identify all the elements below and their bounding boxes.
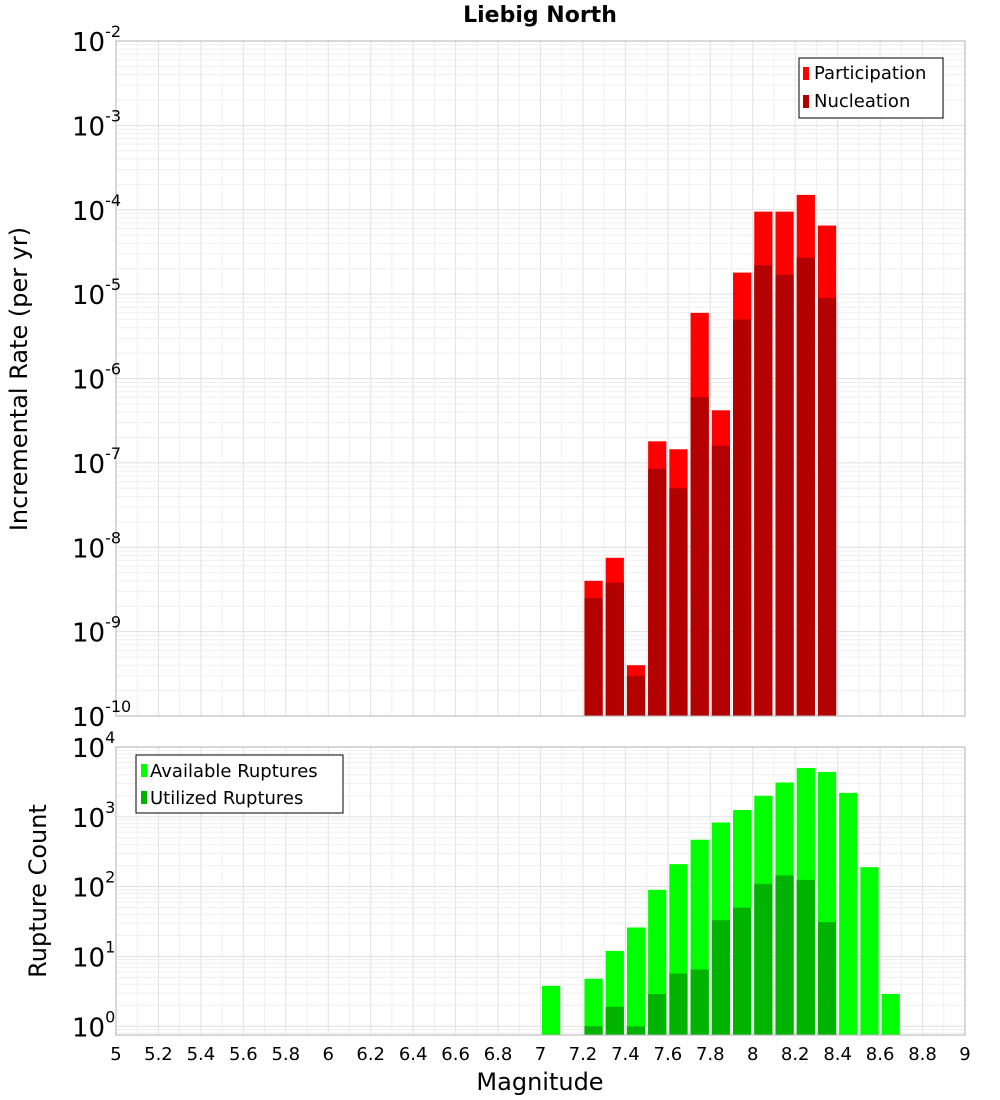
x-tick-label: 6 [323,1044,334,1065]
rate-legend-box [798,57,944,119]
rate-bar-nucleation [669,488,688,716]
x-tick-label: 9 [959,1044,970,1065]
rate-y-tick-label: 10-10 [72,697,131,733]
x-tick-label: 7.4 [611,1044,640,1065]
x-tick-label: 7.2 [569,1044,598,1065]
count-plot-frame [115,746,966,1036]
rate-bars [584,194,837,716]
rate-bar-nucleation [733,319,752,716]
x-tick-label: 7 [535,1044,546,1065]
nucleation-legend-swatch [803,95,809,108]
count-bar-available-ruptures [860,867,879,1035]
count-y-axis-label: Rupture Count [24,804,52,978]
x-tick-label: 6.8 [484,1044,513,1065]
rate-bar-nucleation [690,397,709,716]
count-legend: Available Ruptures Utilized Ruptures [135,754,344,814]
rate-bar-nucleation [605,582,624,716]
count-bar-utilized-ruptures [711,920,731,1035]
count-y-tick-label: 101 [72,937,115,973]
rate-plot-frame [115,40,966,717]
rate-y-axis-label: Incremental Rate (per yr) [5,227,33,531]
count-bar-utilized-ruptures [626,1026,646,1035]
count-y-tick-label: 102 [72,868,115,904]
rate-y-tick-label: 10-9 [72,613,121,649]
rate-y-tick-label: 10-5 [72,275,121,311]
rate-y-tick-label: 10-4 [72,191,121,227]
count-y-tick-labels: 100 101 102 103 104 [72,728,115,1043]
count-bar-utilized-ruptures [775,875,794,1035]
count-bar-utilized-ruptures [648,993,667,1035]
x-tick-label: 8.2 [781,1044,810,1065]
available-legend-swatch [141,764,147,777]
count-y-tick-label: 104 [72,728,115,764]
participation-legend-label: Participation [814,63,926,84]
rate-legend: Participation Nucleation [798,57,944,119]
x-tick-label: 5.2 [144,1044,173,1065]
count-legend-box [135,754,344,814]
x-tick-label: 5 [110,1044,121,1065]
count-y-tick-label: 100 [72,1007,115,1043]
rate-bar-nucleation [648,468,667,716]
rate-bar-nucleation [754,265,773,716]
count-panel: 100 101 102 103 104 5 5.2 5.4 5.6 5.8 6 6.2 6.4 6.6 6… [24,728,971,1096]
count-bar-utilized-ruptures [796,879,815,1035]
participation-legend-swatch [803,67,809,80]
count-bar-available-ruptures [542,985,561,1035]
rate-bar-nucleation [796,257,815,716]
x-tick-label: 5.6 [229,1044,258,1065]
x-tick-label: 7.8 [696,1044,725,1065]
rate-bar-nucleation [775,274,794,716]
x-tick-label: 8.4 [823,1044,852,1065]
x-tick-label: 8.6 [866,1044,895,1065]
utilized-legend-label: Utilized Ruptures [150,788,303,809]
rate-bar-nucleation [626,675,646,716]
count-bar-available-ruptures [584,978,603,1035]
count-bar-utilized-ruptures [584,1026,603,1035]
rate-bar-nucleation [711,445,731,716]
count-bar-available-ruptures [626,927,646,1035]
utilized-legend-swatch [141,791,147,804]
rate-y-tick-label: 10-3 [72,106,121,142]
count-bar-available-ruptures [881,993,900,1035]
count-bar-utilized-ruptures [817,922,837,1035]
count-x-tick-labels: 5 5.2 5.4 5.6 5.8 6 6.2 6.4 6.6 6.8 7 7.2 7.4 7.6 7.8 8… [110,1044,970,1065]
count-bar-utilized-ruptures [605,1006,624,1035]
x-axis-label: Magnitude [476,1068,603,1096]
x-tick-label: 8 [747,1044,758,1065]
count-bar-utilized-ruptures [754,883,773,1035]
rate-grid [115,40,966,717]
count-bar-utilized-ruptures [690,969,709,1035]
count-bar-available-ruptures [839,792,858,1035]
count-bar-utilized-ruptures [669,973,688,1035]
x-tick-label: 5.8 [271,1044,300,1065]
rate-bar-nucleation [817,297,837,716]
rate-y-tick-labels: 10-10 10-9 10-8 10-7 10-6 10-5 10-4 10-3 10-2 [72,22,131,733]
chart-title: Liebig North [463,3,617,28]
x-tick-label: 6.4 [399,1044,428,1065]
count-bar-utilized-ruptures [733,907,752,1035]
rate-panel: 10-10 10-9 10-8 10-7 10-6 10-5 10-4 10-3 10-2 In… [5,22,966,733]
rate-y-tick-label: 10-2 [72,22,121,58]
x-tick-label: 6.2 [356,1044,385,1065]
x-tick-label: 5.4 [187,1044,216,1065]
rate-y-tick-label: 10-7 [72,444,121,480]
available-legend-label: Available Ruptures [150,761,318,782]
rate-bar-nucleation [584,598,603,716]
count-y-tick-label: 103 [72,798,115,834]
x-tick-label: 8.8 [908,1044,937,1065]
x-tick-label: 7.6 [654,1044,683,1065]
rate-y-tick-label: 10-6 [72,360,121,396]
x-tick-label: 6.6 [441,1044,470,1065]
count-bars [542,768,900,1035]
rate-y-tick-label: 10-8 [72,528,121,564]
nucleation-legend-label: Nucleation [814,91,910,112]
